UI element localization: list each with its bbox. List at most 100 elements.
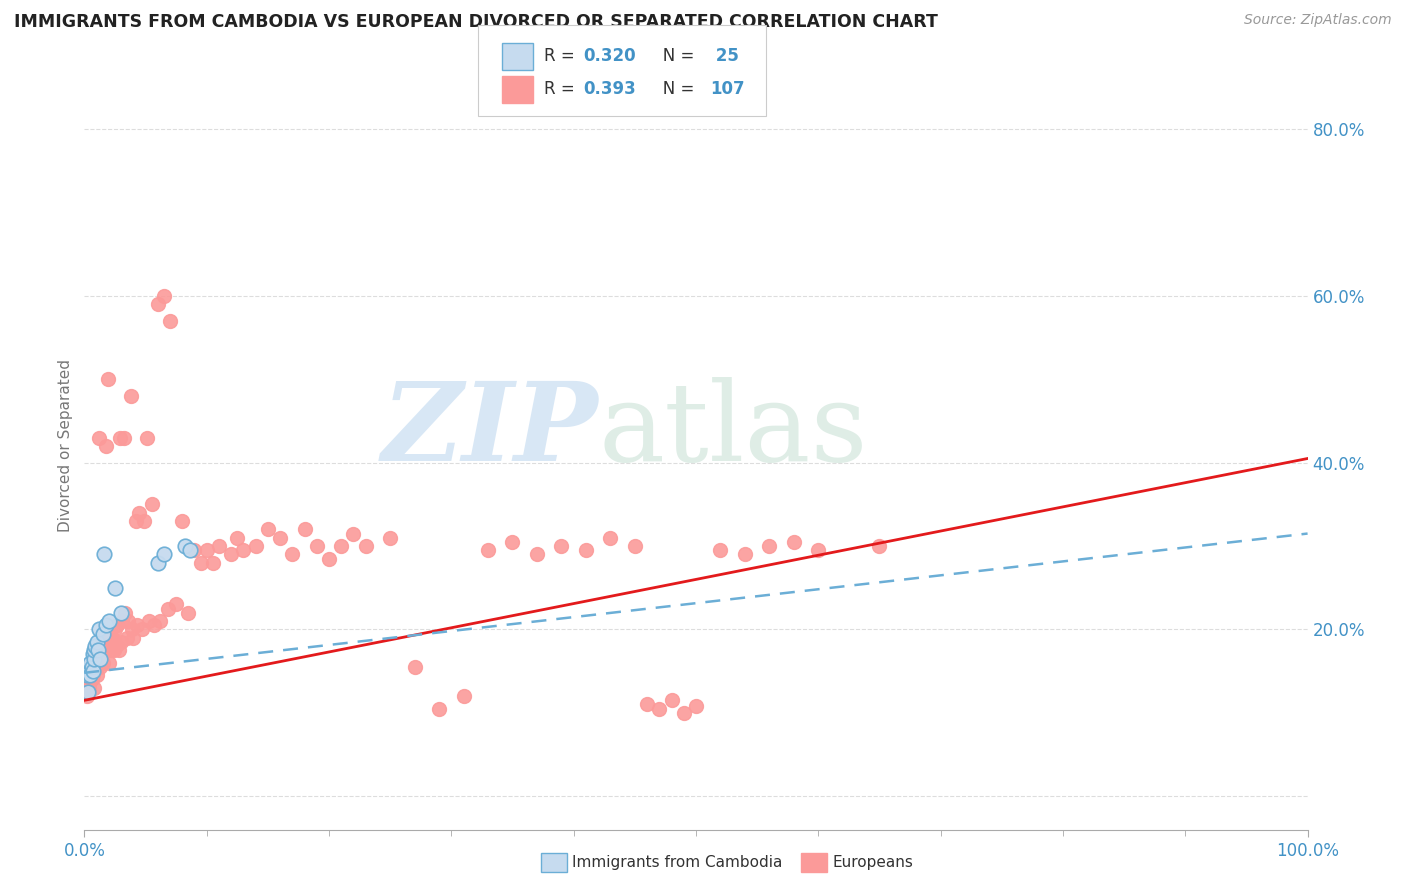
Point <box>97 372 120 386</box>
Point <box>77 681 100 695</box>
Point <box>77 660 100 674</box>
Text: ZIP: ZIP <box>381 377 598 484</box>
Text: 0.320: 0.320 <box>583 47 636 65</box>
Point <box>661 693 683 707</box>
Point <box>131 623 153 637</box>
Point <box>98 626 121 640</box>
Point <box>146 556 169 570</box>
Point <box>87 431 110 445</box>
Point <box>502 534 524 549</box>
Point <box>101 631 124 645</box>
Point <box>114 606 136 620</box>
Point <box>599 531 621 545</box>
Point <box>87 651 110 665</box>
Point <box>550 539 572 553</box>
Point <box>108 431 131 445</box>
Point <box>89 660 111 674</box>
Point <box>104 623 127 637</box>
Point <box>87 623 110 637</box>
Point <box>269 531 291 545</box>
Text: Immigrants from Cambodia: Immigrants from Cambodia <box>572 855 783 870</box>
Point <box>636 698 658 712</box>
Point <box>115 631 138 645</box>
Point <box>93 643 115 657</box>
Point <box>76 689 98 703</box>
Point <box>87 643 110 657</box>
Point <box>121 623 143 637</box>
Point <box>90 639 112 653</box>
Point <box>82 660 104 674</box>
Point <box>208 539 231 553</box>
Point <box>84 660 107 674</box>
Point <box>156 601 179 615</box>
Point <box>120 389 142 403</box>
Point <box>526 548 548 562</box>
Point <box>427 701 450 715</box>
Point <box>77 660 100 674</box>
Point <box>96 439 118 453</box>
Point <box>190 556 212 570</box>
Point <box>404 660 426 674</box>
Point <box>103 643 125 657</box>
Point <box>100 643 122 657</box>
Point <box>82 668 104 682</box>
Point <box>135 431 157 445</box>
Point <box>86 648 108 662</box>
Point <box>453 689 475 703</box>
Point <box>93 548 115 562</box>
Point <box>89 651 111 665</box>
Point <box>79 660 101 674</box>
Point <box>201 556 224 570</box>
Point <box>226 531 249 545</box>
Point <box>77 685 100 699</box>
Point <box>83 656 105 670</box>
Point <box>575 543 598 558</box>
Y-axis label: Divorced or Separated: Divorced or Separated <box>58 359 73 533</box>
Point <box>86 635 108 649</box>
Point <box>83 643 105 657</box>
Point <box>685 699 707 714</box>
Point <box>91 656 114 670</box>
Point <box>94 631 117 645</box>
Point <box>80 673 103 687</box>
Point <box>91 635 114 649</box>
Point <box>177 606 200 620</box>
Point <box>257 522 280 536</box>
Point <box>294 522 316 536</box>
Point <box>143 618 166 632</box>
Point <box>172 514 194 528</box>
Point <box>125 618 148 632</box>
Point <box>97 639 120 653</box>
Point <box>195 543 218 558</box>
Point <box>87 643 110 657</box>
Point <box>354 539 377 553</box>
Point <box>86 668 108 682</box>
Point <box>146 297 169 311</box>
Point <box>128 506 150 520</box>
Text: 25: 25 <box>710 47 740 65</box>
Point <box>159 314 181 328</box>
Point <box>183 543 205 558</box>
Point <box>97 614 120 628</box>
Point <box>105 618 128 632</box>
Point <box>110 635 132 649</box>
Point <box>318 551 340 566</box>
Point <box>758 539 780 553</box>
Point <box>477 543 499 558</box>
Point <box>149 614 172 628</box>
Point <box>624 539 647 553</box>
Point <box>173 539 195 553</box>
Point <box>80 660 103 674</box>
Point <box>111 614 134 628</box>
Point <box>672 706 695 720</box>
Point <box>79 668 101 682</box>
Point <box>153 289 176 303</box>
Point <box>783 534 806 549</box>
Point <box>77 673 100 687</box>
Point <box>232 543 254 558</box>
Point <box>807 543 830 558</box>
Point <box>82 648 104 662</box>
Point <box>380 531 402 545</box>
Text: R =: R = <box>544 47 581 65</box>
Point <box>709 543 731 558</box>
